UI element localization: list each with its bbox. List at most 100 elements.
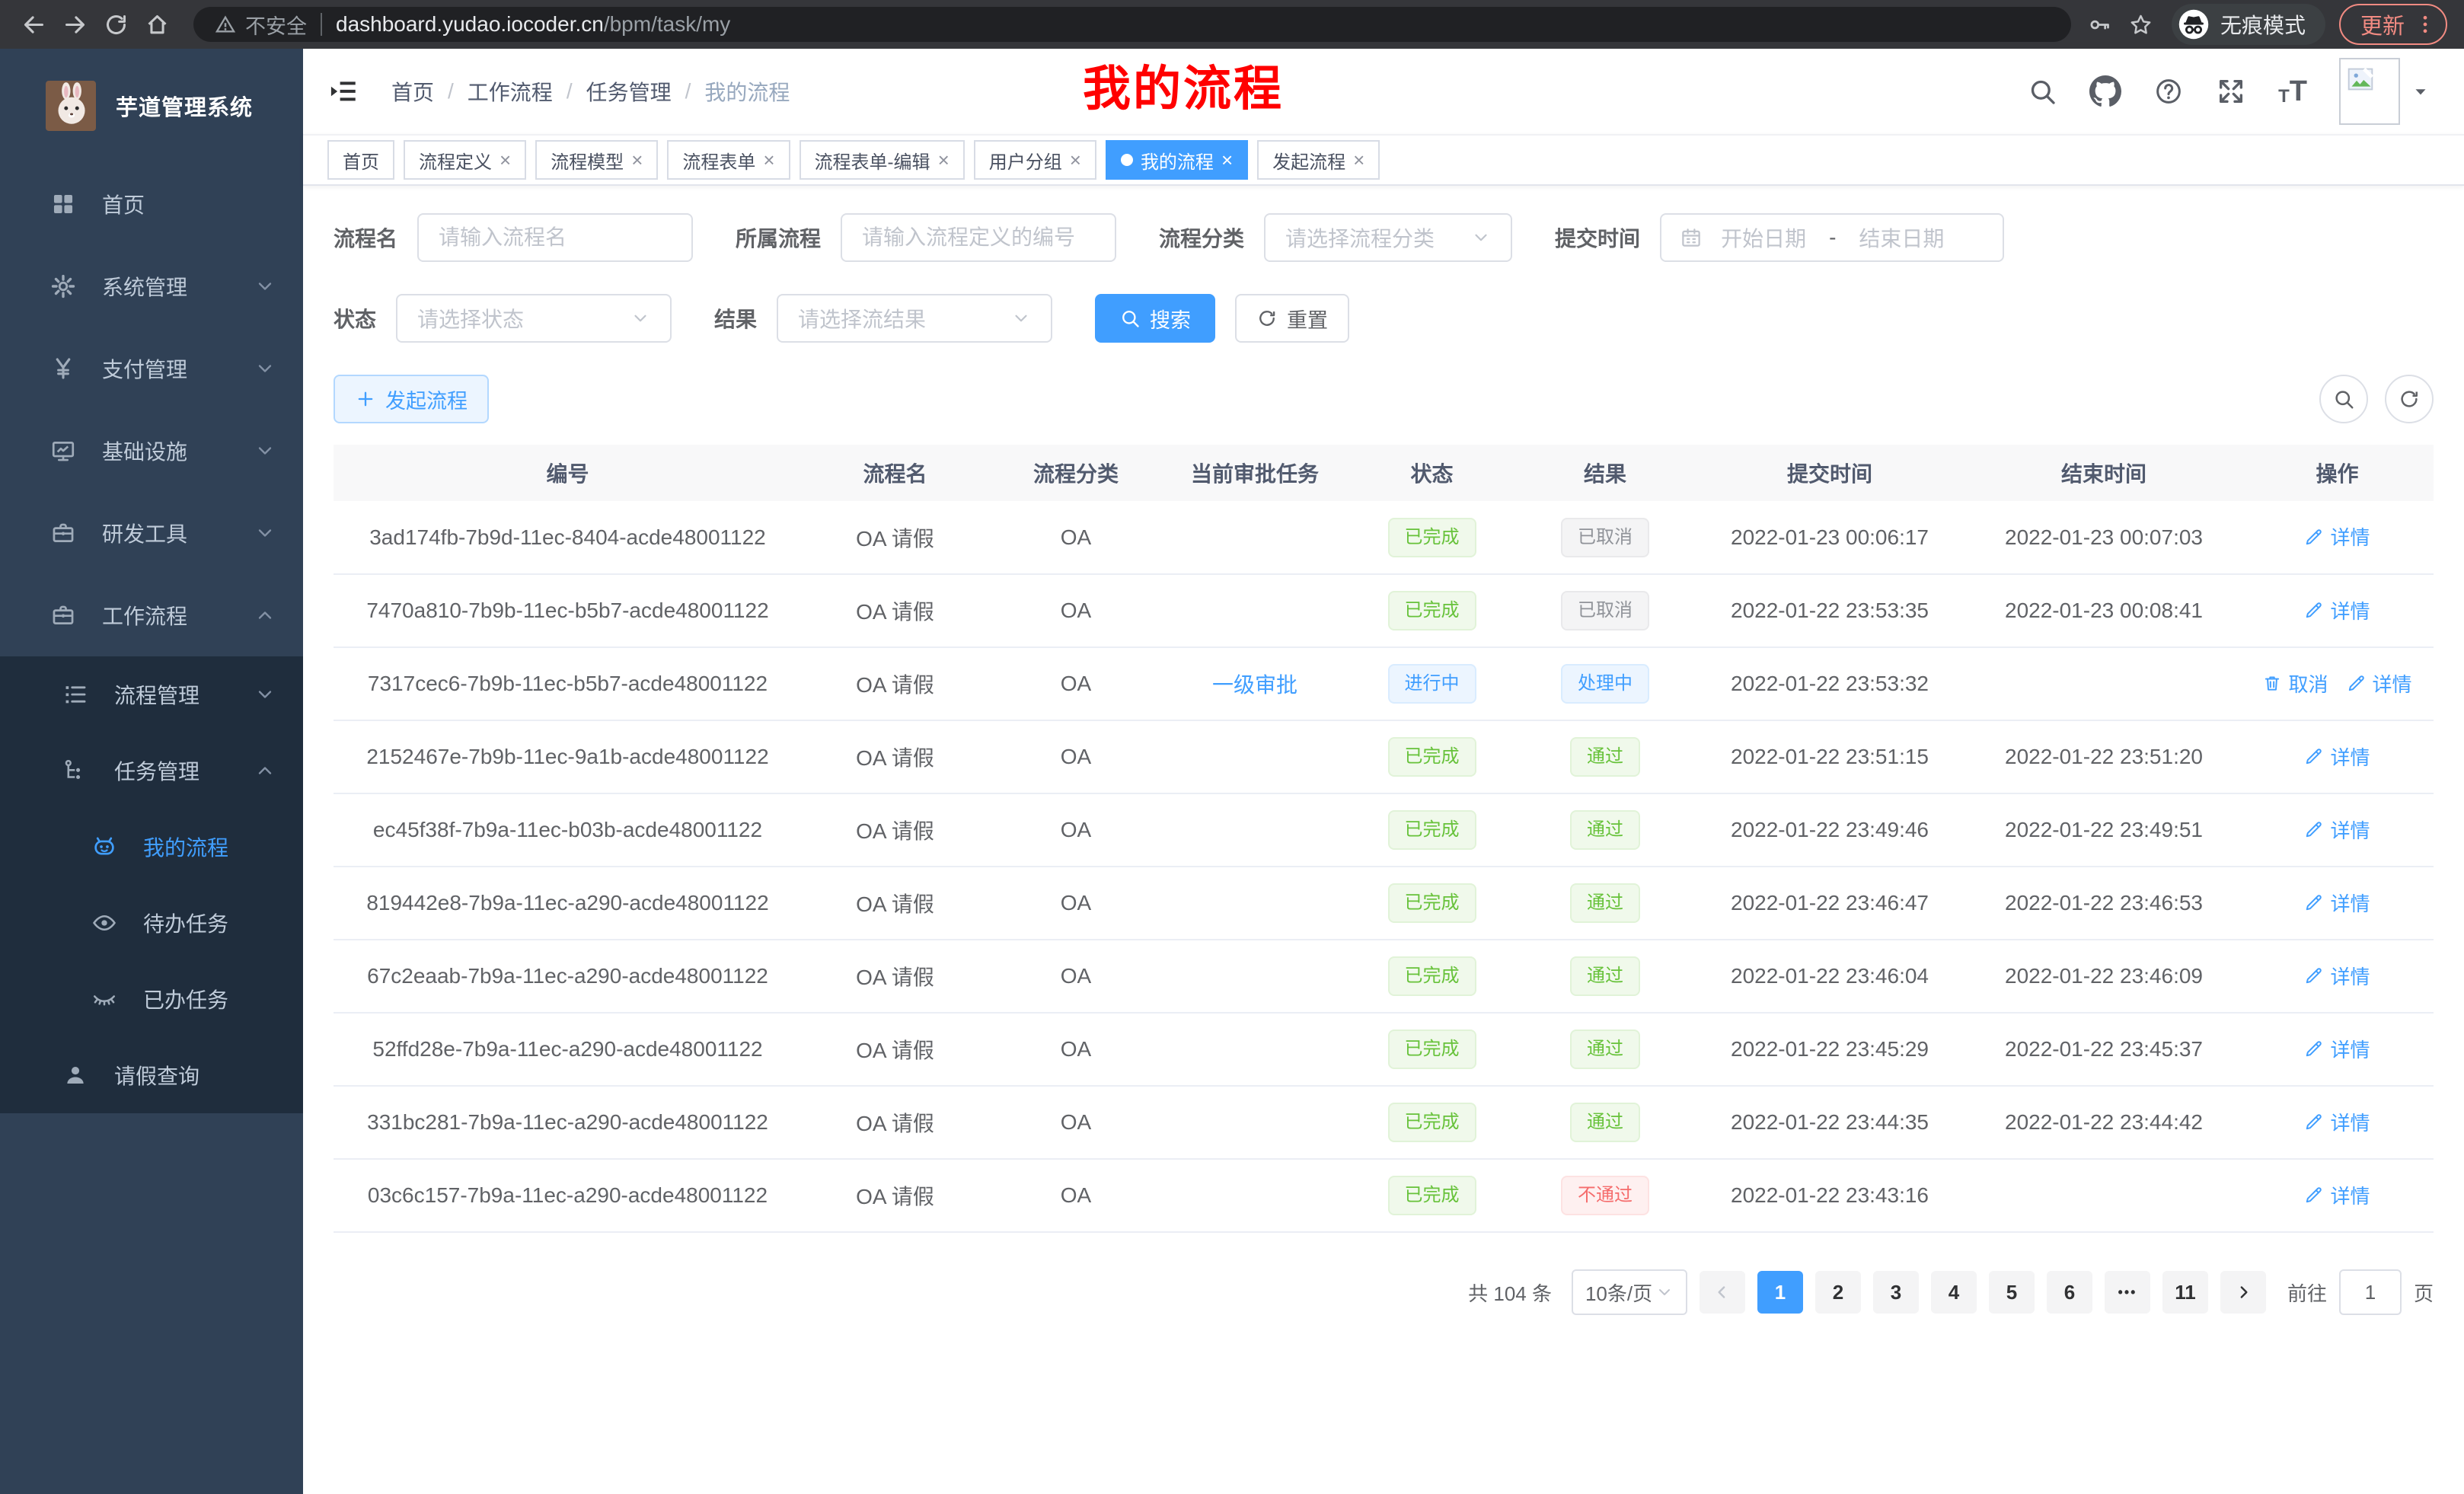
result-badge: 通过 (1570, 1103, 1640, 1142)
reload-icon[interactable] (99, 8, 132, 41)
detail-link[interactable]: 详情 (2347, 669, 2412, 698)
tab-process-form[interactable]: 流程表单 (667, 140, 790, 180)
more-pages-button[interactable]: ••• (2104, 1271, 2150, 1314)
process-name-input[interactable] (417, 213, 694, 262)
page-button-5[interactable]: 5 (1988, 1271, 2035, 1314)
sidebar-item-process-management[interactable]: 流程管理 (0, 656, 303, 733)
cell-end-time: 2022-01-22 23:51:20 (1967, 720, 2241, 794)
status-select[interactable]: 请选择状态 (396, 294, 672, 343)
sidebar-item-payment[interactable]: 支付管理 (0, 327, 303, 410)
tab-process-definition[interactable]: 流程定义 (404, 140, 527, 180)
fullscreen-icon[interactable] (2216, 76, 2246, 107)
detail-link[interactable]: 详情 (2304, 742, 2370, 771)
detail-link[interactable]: 详情 (2304, 1108, 2370, 1136)
page-button-3[interactable]: 3 (1872, 1271, 1919, 1314)
close-icon[interactable] (1221, 150, 1233, 170)
reset-button[interactable]: 重置 (1235, 294, 1350, 343)
page-button-11[interactable]: 11 (2162, 1271, 2208, 1314)
forward-icon[interactable] (58, 8, 91, 41)
breadcrumb-task-management[interactable]: 任务管理 (586, 81, 672, 104)
sidebar-item-my-process[interactable]: 我的流程 (0, 809, 303, 885)
cell-end-time: 2022-01-22 23:45:37 (1967, 1013, 2241, 1087)
next-page-button[interactable] (2220, 1271, 2266, 1314)
detail-link[interactable]: 详情 (2304, 816, 2370, 844)
font-size-icon[interactable] (2278, 77, 2307, 106)
start-process-button[interactable]: 发起流程 (334, 375, 489, 423)
goto-page-input[interactable] (2338, 1269, 2402, 1315)
table-refresh-button[interactable] (2385, 375, 2434, 423)
result-badge: 通过 (1570, 1030, 1640, 1069)
back-icon[interactable] (17, 8, 50, 41)
incognito-badge[interactable]: 无痕模式 (2171, 4, 2325, 45)
sidebar-item-system[interactable]: 系统管理 (0, 245, 303, 327)
tab-process-model[interactable]: 流程模型 (535, 140, 659, 180)
sidebar-item-dev-tools[interactable]: 研发工具 (0, 492, 303, 574)
page-unit-label: 页 (2413, 1282, 2434, 1305)
cell-submit-time: 2022-01-22 23:53:35 (1693, 574, 1967, 648)
cancel-link[interactable]: 取消 (2262, 669, 2328, 698)
close-icon[interactable] (500, 150, 511, 170)
browser-update-button[interactable]: 更新 (2338, 4, 2447, 45)
detail-link[interactable]: 详情 (2304, 962, 2370, 990)
caret-down-icon[interactable] (2411, 81, 2430, 101)
table-search-toggle-button[interactable] (2319, 375, 2368, 423)
hamburger-icon[interactable] (327, 75, 359, 107)
help-icon[interactable] (2153, 76, 2184, 107)
close-icon[interactable] (1070, 150, 1081, 170)
breadcrumb-workflow[interactable]: 工作流程 (467, 81, 553, 104)
user-menu[interactable] (2339, 58, 2430, 125)
key-icon[interactable] (2083, 8, 2117, 41)
github-icon[interactable] (2089, 75, 2121, 107)
page-button-2[interactable]: 2 (1814, 1271, 1861, 1314)
detail-link[interactable]: 详情 (2304, 1035, 2370, 1063)
table-row: ec45f38f-7b9a-11ec-b03b-acde48001122 OA … (334, 793, 2434, 867)
sidebar-item-todo-tasks[interactable]: 待办任务 (0, 885, 303, 961)
search-icon[interactable] (2027, 76, 2057, 107)
security-indicator[interactable]: 不安全 (215, 10, 307, 40)
breadcrumb: 首页 工作流程 任务管理 我的流程 (391, 76, 790, 107)
cell-submit-time: 2022-01-22 23:45:29 (1693, 1013, 1967, 1087)
cell-name: OA 请假 (802, 1159, 988, 1233)
page-size-select[interactable]: 10条/页 (1571, 1269, 1687, 1315)
search-button[interactable]: 搜索 (1095, 294, 1216, 343)
tab-my-process[interactable]: 我的流程 (1105, 140, 1249, 180)
submit-time-range-picker[interactable]: 开始日期 - 结束日期 (1660, 213, 2005, 262)
detail-link[interactable]: 详情 (2304, 522, 2370, 551)
home-icon[interactable] (140, 8, 174, 41)
sidebar-item-label: 研发工具 (102, 522, 188, 546)
tab-label: 流程表单-编辑 (814, 152, 930, 173)
result-select[interactable]: 请选择流结果 (777, 294, 1053, 343)
detail-link[interactable]: 详情 (2304, 596, 2370, 624)
cell-name: OA 请假 (802, 501, 988, 575)
page-button-6[interactable]: 6 (2046, 1271, 2092, 1314)
col-actions: 操作 (2241, 445, 2434, 501)
sidebar-item-task-management[interactable]: 任务管理 (0, 733, 303, 809)
detail-link[interactable]: 详情 (2304, 889, 2370, 917)
breadcrumb-home[interactable]: 首页 (391, 81, 435, 104)
detail-link[interactable]: 详情 (2304, 1181, 2370, 1209)
sidebar-item-leave-query[interactable]: 请假查询 (0, 1037, 303, 1113)
sidebar-item-infrastructure[interactable]: 基础设施 (0, 410, 303, 492)
sidebar-item-home[interactable]: 首页 (0, 163, 303, 245)
close-icon[interactable] (938, 150, 950, 170)
current-task-link[interactable]: 一级审批 (1211, 673, 1297, 697)
sidebar-item-done-tasks[interactable]: 已办任务 (0, 961, 303, 1037)
address-bar[interactable]: 不安全 dashboard.yudao.iocoder.cn /bpm/task… (193, 7, 2071, 42)
close-icon[interactable] (1353, 150, 1364, 170)
star-icon[interactable] (2124, 8, 2158, 41)
process-definition-input[interactable] (841, 213, 1117, 262)
tab-process-form-edit[interactable]: 流程表单-编辑 (799, 140, 965, 180)
prev-page-button[interactable] (1699, 1271, 1745, 1314)
sidebar-item-workflow[interactable]: 工作流程 (0, 574, 303, 656)
page-button-4[interactable]: 4 (1930, 1271, 1977, 1314)
menu-dots-icon[interactable] (2414, 13, 2437, 36)
avatar[interactable] (2339, 58, 2400, 125)
process-category-select[interactable]: 请选择流程分类 (1264, 213, 1513, 262)
tab-home[interactable]: 首页 (327, 140, 394, 180)
close-icon[interactable] (631, 150, 643, 170)
close-icon[interactable] (763, 150, 774, 170)
tab-start-process[interactable]: 发起流程 (1257, 140, 1380, 180)
page-button-1[interactable]: 1 (1757, 1271, 1803, 1314)
chevron-down-icon (254, 440, 276, 461)
tab-user-group[interactable]: 用户分组 (973, 140, 1096, 180)
